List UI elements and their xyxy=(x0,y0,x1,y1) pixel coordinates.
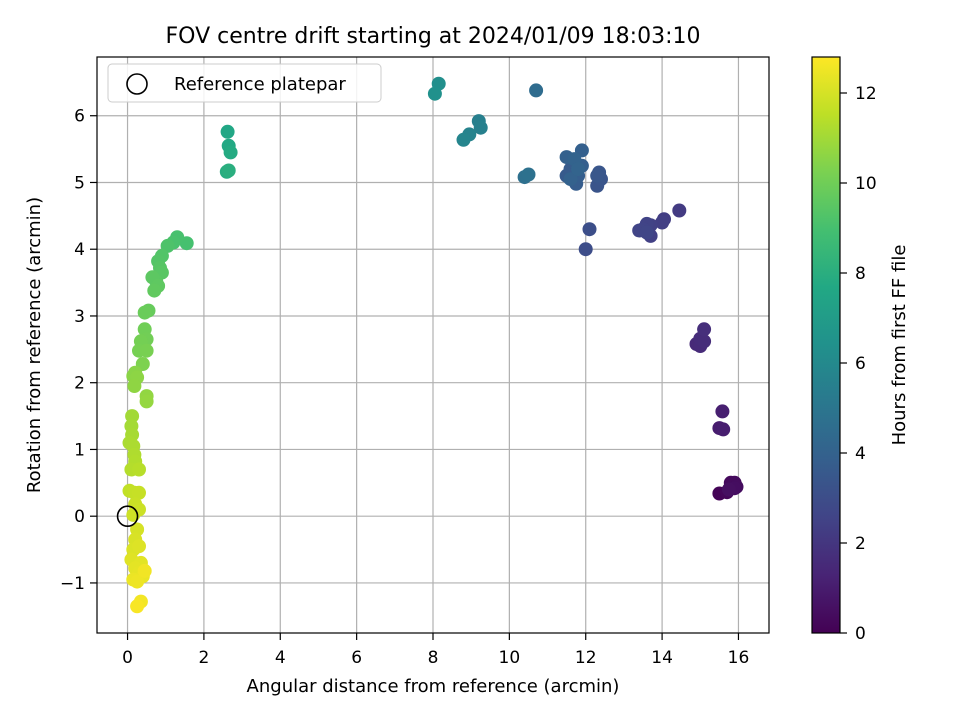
data-point xyxy=(139,343,154,358)
data-point xyxy=(127,379,142,393)
data-point xyxy=(130,574,145,589)
y-tick-label: 4 xyxy=(74,240,85,260)
data-point xyxy=(223,145,238,160)
data-point xyxy=(427,86,442,101)
data-point xyxy=(697,334,712,349)
data-point xyxy=(132,539,146,554)
data-point xyxy=(147,283,162,298)
data-point xyxy=(456,132,471,147)
y-tick-label: 6 xyxy=(74,107,85,127)
data-points xyxy=(122,76,744,614)
y-tick-label: 1 xyxy=(74,440,85,460)
data-point xyxy=(571,162,586,177)
colorbar-tick-label: 8 xyxy=(855,264,866,284)
y-tick-label: 0 xyxy=(74,507,85,527)
legend-box xyxy=(107,63,382,103)
data-point xyxy=(716,422,731,437)
x-tick-label: 2 xyxy=(198,648,209,668)
data-point xyxy=(220,124,235,139)
data-point xyxy=(672,203,687,218)
data-point xyxy=(582,222,597,237)
data-point xyxy=(639,225,654,240)
grid-lines xyxy=(97,57,769,633)
plot-area xyxy=(96,56,770,634)
y-tick-label: 5 xyxy=(74,173,85,193)
chart-title: FOV centre drift starting at 2024/01/09 … xyxy=(166,24,701,49)
x-axis-label: Angular distance from reference (arcmin) xyxy=(247,676,620,697)
legend: Reference platepar xyxy=(107,63,382,103)
x-tick-label: 8 xyxy=(428,648,439,668)
colorbar-tick-label: 4 xyxy=(855,444,866,464)
x-tick-label: 4 xyxy=(275,648,286,668)
colorbar-label: Hours from first FF file xyxy=(889,245,910,446)
data-point xyxy=(721,482,736,497)
colorbar-tick-label: 6 xyxy=(855,354,866,374)
data-point xyxy=(715,404,730,419)
x-tick-label: 14 xyxy=(651,648,673,668)
colorbar: 0 2 4 6 8 10 12 Hours from first FF file xyxy=(811,56,910,644)
data-point xyxy=(563,172,578,187)
colorbar-tick-label: 10 xyxy=(855,174,877,194)
data-point xyxy=(221,163,236,178)
data-point xyxy=(125,409,140,424)
x-tick-label: 12 xyxy=(575,648,597,668)
data-point xyxy=(578,242,593,257)
data-point xyxy=(139,394,154,409)
y-tick-label: 3 xyxy=(74,307,85,327)
reference-platepar-marker xyxy=(116,505,139,527)
data-point xyxy=(473,120,488,135)
data-point xyxy=(655,215,670,230)
colorbar-gradient xyxy=(811,56,841,634)
x-tick-label: 6 xyxy=(351,648,362,668)
x-tick-label: 10 xyxy=(499,648,521,668)
y-axis: −1 0 1 2 3 4 5 6 xyxy=(60,107,97,594)
colorbar-ticks: 0 2 4 6 8 10 12 xyxy=(840,84,877,644)
data-point xyxy=(521,167,536,182)
data-point xyxy=(529,83,544,98)
legend-entry-label: Reference platepar xyxy=(174,74,346,95)
x-tick-label: 16 xyxy=(728,648,750,668)
data-point xyxy=(132,485,146,500)
y-axis-label: Rotation from reference (arcmin) xyxy=(24,197,45,493)
x-tick-label: 0 xyxy=(122,648,133,668)
data-point xyxy=(137,305,152,320)
colorbar-tick-label: 2 xyxy=(855,534,866,554)
colorbar-tick-label: 12 xyxy=(855,84,877,104)
colorbar-tick-label: 0 xyxy=(855,624,866,644)
data-point xyxy=(137,563,152,578)
data-point xyxy=(590,168,605,183)
y-tick-label: −1 xyxy=(60,574,85,594)
x-axis: 0 2 4 6 8 10 12 14 16 xyxy=(122,633,749,668)
y-tick-label: 2 xyxy=(74,374,85,394)
data-point xyxy=(697,322,712,337)
legend-marker-icon xyxy=(126,73,148,95)
data-point xyxy=(132,462,146,477)
data-point xyxy=(130,599,145,614)
